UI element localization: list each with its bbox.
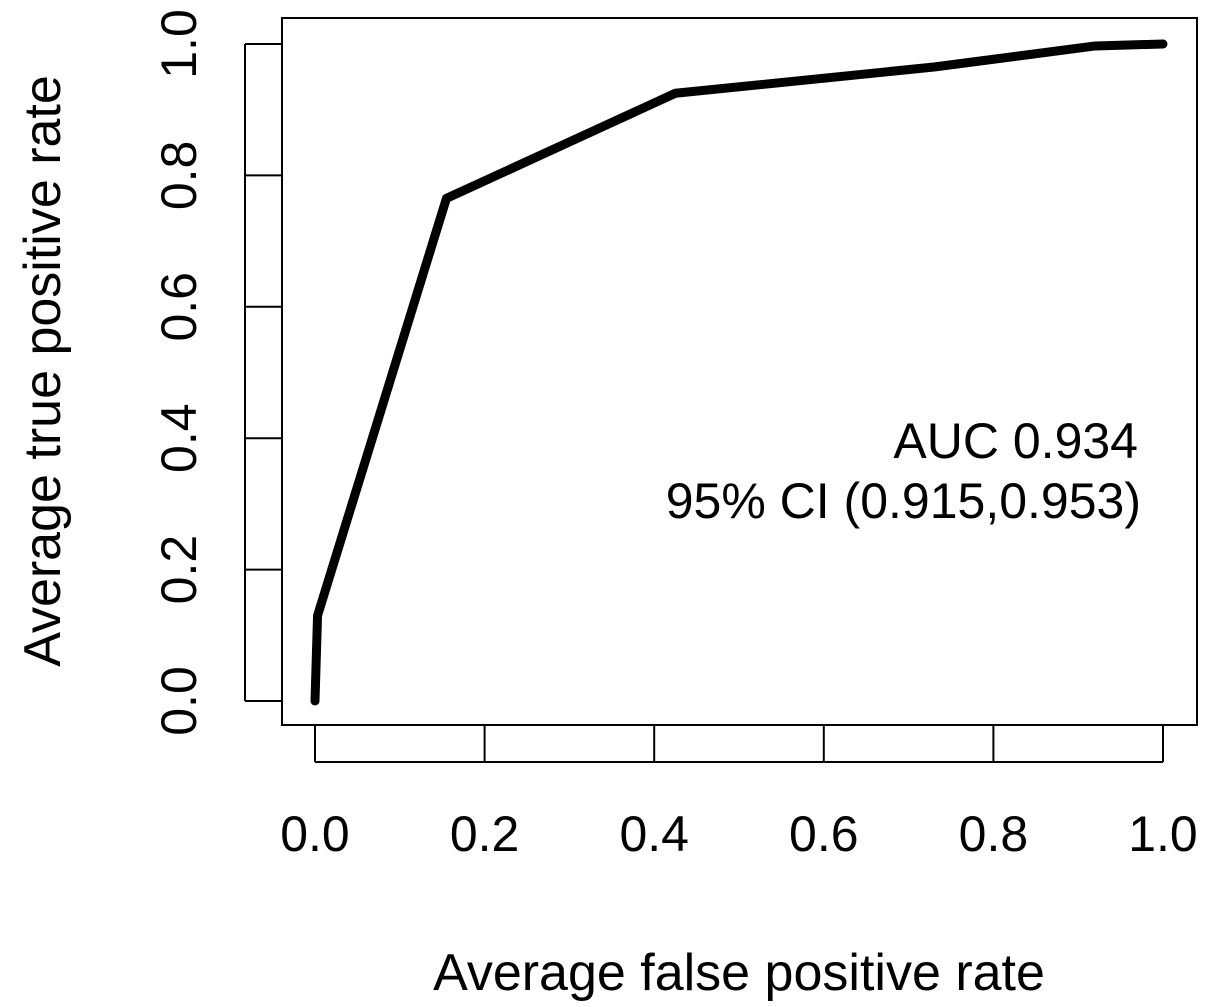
ci-annotation: 95% CI (0.915,0.953) [666,473,1141,529]
y-axis: 0.0 0.2 0.4 0.6 0.8 1.0 [151,9,282,736]
x-axis: 0.0 0.2 0.4 0.6 0.8 1.0 [280,725,1198,862]
y-tick-label: 0.4 [151,403,207,473]
x-tick-label: 0.0 [280,806,350,862]
y-tick-label: 1.0 [151,9,207,79]
x-tick-label: 0.6 [789,806,859,862]
y-tick-label: 0.0 [151,666,207,736]
y-axis-title: Average true positive rate [14,75,72,667]
plot-frame [281,17,1198,726]
x-tick-label: 0.4 [619,806,689,862]
y-tick-label: 0.2 [151,535,207,605]
x-tick-label: 0.2 [450,806,520,862]
x-tick-label: 0.8 [959,806,1029,862]
series-layer [310,39,1168,706]
auc-annotation: AUC 0.934 [893,413,1138,469]
x-tick-label: 1.0 [1128,806,1198,862]
x-axis-title: Average false positive rate [433,944,1045,1002]
y-tick-label: 0.8 [151,141,207,211]
y-tick-label: 0.6 [151,272,207,342]
roc-curve-line [310,39,1168,706]
